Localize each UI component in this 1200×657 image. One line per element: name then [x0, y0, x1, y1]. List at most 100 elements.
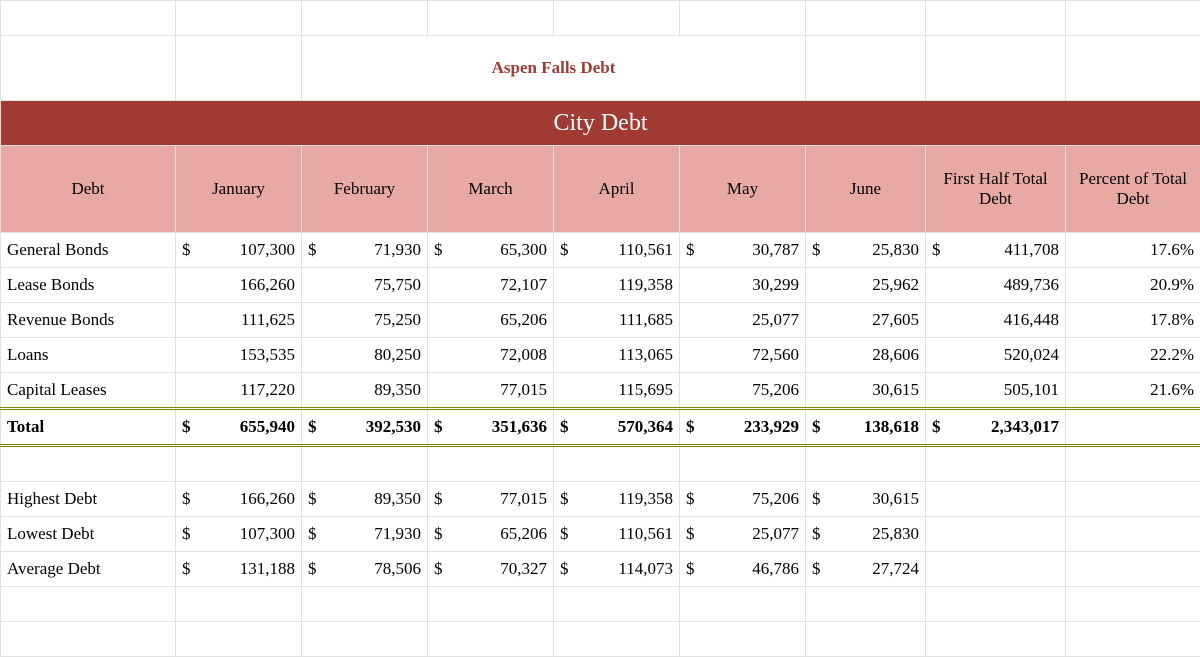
summary-row: Lowest Debt$107,300$71,930$65,206$110,56… — [1, 517, 1200, 552]
cell — [806, 36, 926, 101]
cell — [1066, 1, 1200, 36]
cell — [806, 446, 926, 482]
cell — [680, 1, 806, 36]
cell — [554, 622, 680, 657]
cell-mar: 65,206 — [428, 303, 554, 338]
cell-may: $233,929 — [680, 409, 806, 446]
cell — [926, 552, 1066, 587]
cell-jun: $27,724 — [806, 552, 926, 587]
column-header: Percent of Total Debt — [1066, 146, 1200, 233]
cell — [176, 587, 302, 622]
row-label: Average Debt — [1, 552, 176, 587]
cell-feb: 80,250 — [302, 338, 428, 373]
row-label: Revenue Bonds — [1, 303, 176, 338]
summary-row: Highest Debt$166,260$89,350$77,015$119,3… — [1, 482, 1200, 517]
summary-row: Average Debt$131,188$78,506$70,327$114,0… — [1, 552, 1200, 587]
cell — [176, 446, 302, 482]
cell-apr: $119,358 — [554, 482, 680, 517]
cell — [806, 587, 926, 622]
cell-jan: $131,188 — [176, 552, 302, 587]
cell — [302, 587, 428, 622]
cell-mar: $65,206 — [428, 517, 554, 552]
cell — [176, 1, 302, 36]
row-label: Lowest Debt — [1, 517, 176, 552]
cell — [926, 517, 1066, 552]
cell-jun: $138,618 — [806, 409, 926, 446]
column-header: March — [428, 146, 554, 233]
cell-feb: 75,750 — [302, 268, 428, 303]
cell-mar: $77,015 — [428, 482, 554, 517]
column-header: February — [302, 146, 428, 233]
cell-may: 75,206 — [680, 373, 806, 409]
cell-mar: 77,015 — [428, 373, 554, 409]
row-label: Capital Leases — [1, 373, 176, 409]
row-label: Highest Debt — [1, 482, 176, 517]
cell — [1066, 482, 1200, 517]
cell-jun: 30,615 — [806, 373, 926, 409]
cell — [926, 1, 1066, 36]
cell-total: 489,736 — [926, 268, 1066, 303]
cell — [1066, 587, 1200, 622]
table-row: General Bonds$107,300$71,930$65,300$110,… — [1, 233, 1200, 268]
cell-mar: $70,327 — [428, 552, 554, 587]
cell — [1066, 517, 1200, 552]
cell — [806, 622, 926, 657]
cell-pct: 20.9% — [1066, 268, 1200, 303]
cell-may: $30,787 — [680, 233, 806, 268]
cell — [680, 622, 806, 657]
cell-jan: $166,260 — [176, 482, 302, 517]
cell — [302, 446, 428, 482]
cell-may: $75,206 — [680, 482, 806, 517]
cell — [926, 482, 1066, 517]
title-row: Aspen Falls Debt — [1, 36, 1200, 101]
cell-may: $25,077 — [680, 517, 806, 552]
cell-may: 30,299 — [680, 268, 806, 303]
cell — [554, 446, 680, 482]
cell-feb: $71,930 — [302, 233, 428, 268]
subtitle: City Debt — [1, 101, 1200, 146]
table-row: Loans153,53580,25072,008113,06572,56028,… — [1, 338, 1200, 373]
column-header-row: DebtJanuaryFebruaryMarchAprilMayJuneFirs… — [1, 146, 1200, 233]
cell — [926, 587, 1066, 622]
cell-mar: $351,636 — [428, 409, 554, 446]
cell-total: 520,024 — [926, 338, 1066, 373]
cell-jan: 117,220 — [176, 373, 302, 409]
cell-feb: 75,250 — [302, 303, 428, 338]
table-row: Lease Bonds166,26075,75072,107119,35830,… — [1, 268, 1200, 303]
cell-jan: $107,300 — [176, 517, 302, 552]
cell-total: 416,448 — [926, 303, 1066, 338]
cell — [176, 622, 302, 657]
table-row: Capital Leases117,22089,35077,015115,695… — [1, 373, 1200, 409]
cell-jun: $25,830 — [806, 233, 926, 268]
cell-mar: $65,300 — [428, 233, 554, 268]
cell — [1066, 552, 1200, 587]
cell — [806, 1, 926, 36]
cell — [554, 1, 680, 36]
cell — [554, 587, 680, 622]
cell-jan: $107,300 — [176, 233, 302, 268]
cell — [1066, 409, 1200, 446]
cell-feb: 89,350 — [302, 373, 428, 409]
cell-mar: 72,008 — [428, 338, 554, 373]
cell-apr: 113,065 — [554, 338, 680, 373]
column-header: June — [806, 146, 926, 233]
subtitle-row: City Debt — [1, 101, 1200, 146]
cell-jan: $655,940 — [176, 409, 302, 446]
cell-total: 505,101 — [926, 373, 1066, 409]
blank-row — [1, 1, 1200, 36]
cell-apr: 115,695 — [554, 373, 680, 409]
cell — [926, 622, 1066, 657]
cell — [1, 587, 176, 622]
cell-apr: $110,561 — [554, 517, 680, 552]
cell-jun: 28,606 — [806, 338, 926, 373]
cell-jan: 166,260 — [176, 268, 302, 303]
cell-feb: $71,930 — [302, 517, 428, 552]
cell-jan: 111,625 — [176, 303, 302, 338]
cell — [1, 1, 176, 36]
cell-mar: 72,107 — [428, 268, 554, 303]
table-row: Revenue Bonds111,62575,25065,206111,6852… — [1, 303, 1200, 338]
blank-row — [1, 622, 1200, 657]
cell — [302, 1, 428, 36]
cell-pct: 22.2% — [1066, 338, 1200, 373]
total-row: Total$655,940$392,530$351,636$570,364$23… — [1, 409, 1200, 446]
